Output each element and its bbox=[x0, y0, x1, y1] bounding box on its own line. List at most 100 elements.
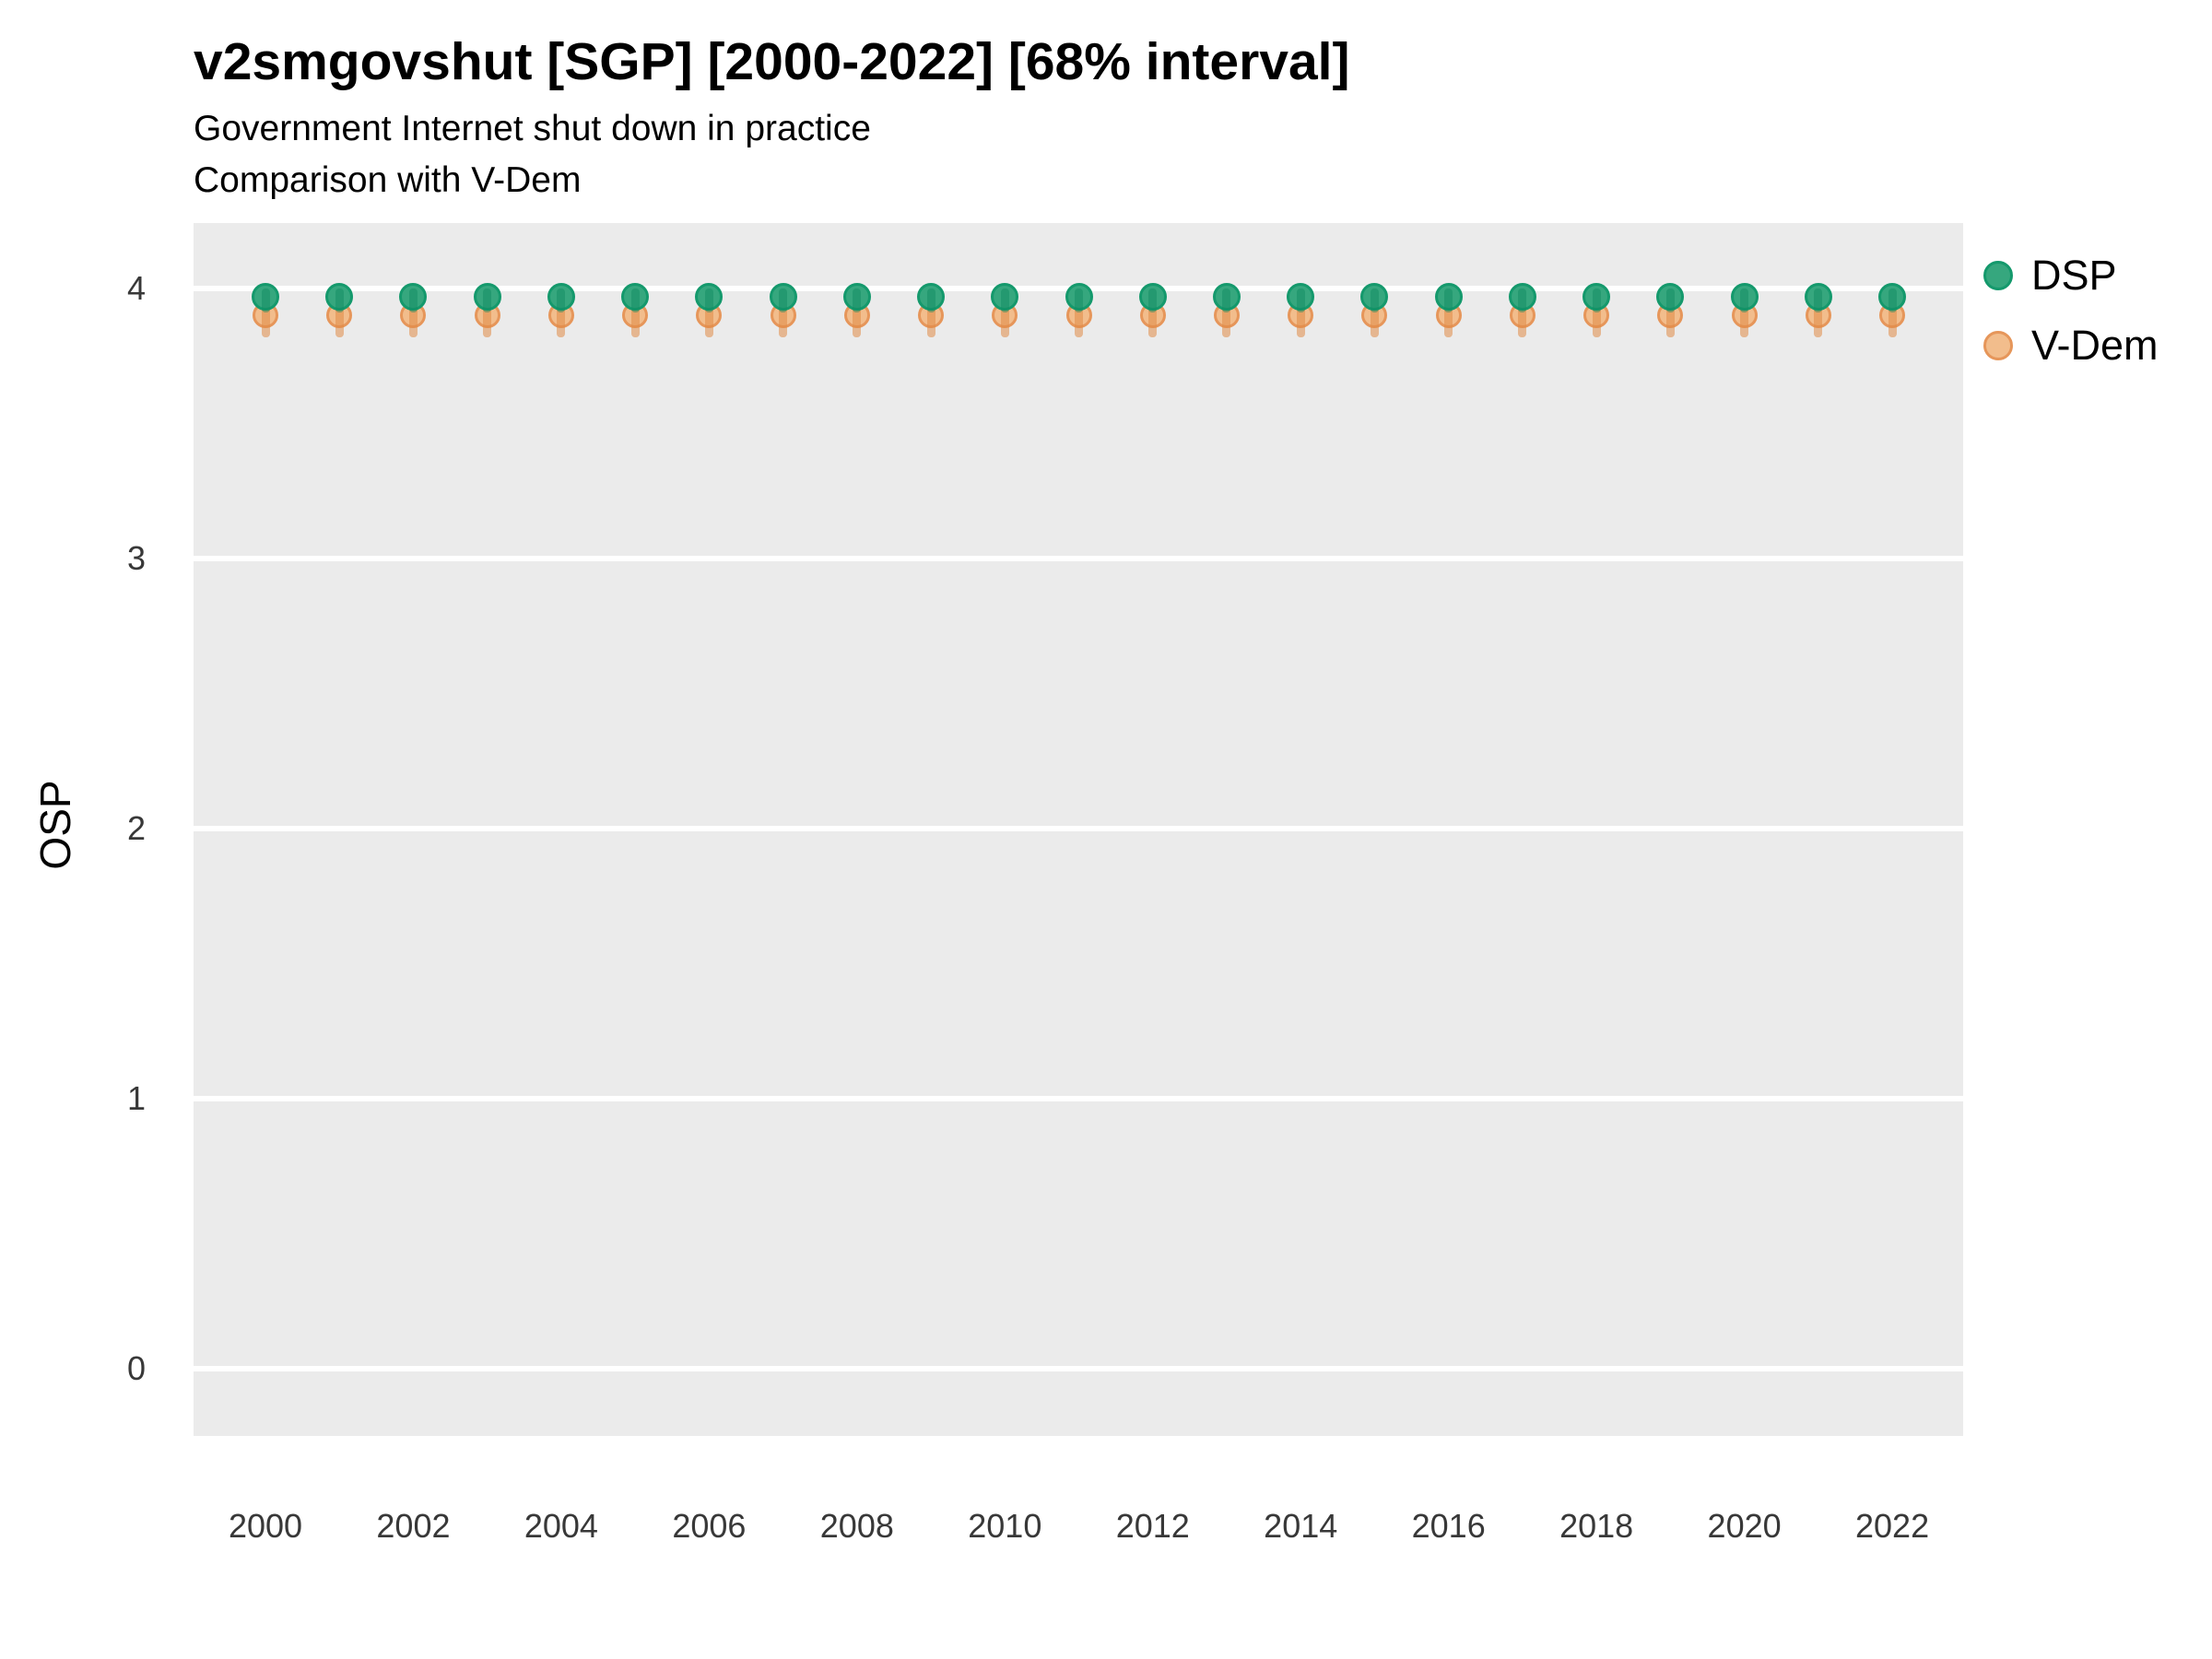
x-tick-label: 2004 bbox=[524, 1507, 598, 1545]
x-tick-label: 2002 bbox=[376, 1507, 451, 1545]
dsp-point bbox=[991, 282, 1019, 311]
x-tick-label: 2016 bbox=[1411, 1507, 1486, 1545]
dsp-point bbox=[1065, 282, 1093, 311]
dsp-interval-bar bbox=[1222, 288, 1231, 313]
y-tick-label: 1 bbox=[126, 1079, 146, 1117]
vdem-interval-bar bbox=[1000, 296, 1009, 337]
gridline-y-2 bbox=[194, 826, 1963, 831]
vdem-interval-bar bbox=[1665, 296, 1675, 337]
x-tick-label: 2022 bbox=[1855, 1507, 1930, 1545]
dsp-point bbox=[1583, 282, 1611, 311]
vdem-interval-bar bbox=[1592, 296, 1601, 337]
dsp-interval-bar bbox=[1518, 288, 1527, 313]
legend-label: V-Dem bbox=[2031, 322, 2159, 369]
dsp-point bbox=[1656, 282, 1685, 311]
dsp-interval-bar bbox=[1000, 288, 1009, 313]
dsp-interval-bar bbox=[1296, 288, 1305, 313]
dsp-point bbox=[1138, 282, 1167, 311]
vdem-interval-bar bbox=[261, 296, 270, 337]
vdem-interval-bar bbox=[1444, 296, 1453, 337]
vdem-interval-bar bbox=[483, 296, 492, 337]
dsp-point bbox=[547, 282, 575, 311]
dsp-point bbox=[1212, 282, 1241, 311]
dsp-point bbox=[917, 282, 946, 311]
x-tick-label: 2010 bbox=[968, 1507, 1042, 1545]
dsp-point bbox=[1434, 282, 1463, 311]
dsp-interval-bar bbox=[261, 288, 270, 313]
gridline-y-0 bbox=[194, 1366, 1963, 1371]
vdem-interval-bar bbox=[630, 296, 640, 337]
vdem-interval-bar bbox=[779, 296, 788, 337]
dsp-interval-bar bbox=[1740, 288, 1749, 313]
vdem-interval-bar bbox=[1740, 296, 1749, 337]
gridline-y-3 bbox=[194, 556, 1963, 561]
vdem-interval-bar bbox=[926, 296, 935, 337]
dsp-point bbox=[842, 282, 871, 311]
vdem-interval-bar bbox=[1888, 296, 1897, 337]
vdem-interval-bar bbox=[1814, 296, 1823, 337]
legend-label: DSP bbox=[2031, 252, 2117, 299]
dsp-interval-bar bbox=[1444, 288, 1453, 313]
dsp-point bbox=[1804, 282, 1832, 311]
dsp-interval-bar bbox=[335, 288, 344, 313]
vdem-interval-bar bbox=[1518, 296, 1527, 337]
dsp-interval-bar bbox=[704, 288, 713, 313]
gridline-y-1 bbox=[194, 1096, 1963, 1101]
vdem-interval-bar bbox=[408, 296, 418, 337]
dsp-interval-bar bbox=[408, 288, 418, 313]
vdem-interval-bar bbox=[853, 296, 862, 337]
x-tick-label: 2006 bbox=[672, 1507, 747, 1545]
dsp-point bbox=[252, 282, 279, 311]
chart-subtitle: Government Internet shut down in practic… bbox=[194, 109, 871, 148]
chart-title: v2smgovshut [SGP] [2000-2022] [68% inter… bbox=[194, 32, 1350, 91]
chart-subtitle-comparison: Comparison with V-Dem bbox=[194, 160, 582, 200]
x-tick-label: 2008 bbox=[819, 1507, 894, 1545]
x-tick-label: 2020 bbox=[1707, 1507, 1782, 1545]
x-tick-label: 2012 bbox=[1115, 1507, 1190, 1545]
dsp-point bbox=[1287, 282, 1315, 311]
dsp-point bbox=[473, 282, 501, 311]
dsp-point bbox=[1360, 282, 1389, 311]
dsp-point bbox=[399, 282, 428, 311]
y-tick-label: 4 bbox=[126, 269, 146, 307]
dsp-interval-bar bbox=[483, 288, 492, 313]
plot-panel bbox=[194, 223, 1963, 1436]
dsp-point bbox=[695, 282, 724, 311]
legend: DSP V-Dem bbox=[1983, 247, 2159, 374]
vdem-interval-bar bbox=[704, 296, 713, 337]
vdem-interval-bar bbox=[1222, 296, 1231, 337]
dsp-point bbox=[769, 282, 797, 311]
vdem-interval-bar bbox=[557, 296, 566, 337]
dsp-interval-bar bbox=[630, 288, 640, 313]
dsp-interval-bar bbox=[779, 288, 788, 313]
dsp-interval-bar bbox=[1888, 288, 1897, 313]
vdem-interval-bar bbox=[1075, 296, 1084, 337]
vdem-interval-bar bbox=[1296, 296, 1305, 337]
dsp-interval-bar bbox=[1814, 288, 1823, 313]
vdem-interval-bar bbox=[1148, 296, 1158, 337]
y-tick-label: 0 bbox=[126, 1349, 146, 1387]
dsp-point bbox=[1730, 282, 1759, 311]
legend-key-circle bbox=[1983, 331, 2013, 360]
dsp-point bbox=[1508, 282, 1536, 311]
dsp-interval-bar bbox=[1075, 288, 1084, 313]
x-tick-label: 2018 bbox=[1559, 1507, 1634, 1545]
dsp-interval-bar bbox=[853, 288, 862, 313]
y-tick-label: 2 bbox=[126, 809, 146, 847]
vdem-interval-bar bbox=[1370, 296, 1379, 337]
dsp-point bbox=[621, 282, 650, 311]
legend-key-circle bbox=[1983, 261, 2013, 290]
y-tick-label: 3 bbox=[126, 539, 146, 577]
x-tick-label: 2014 bbox=[1264, 1507, 1338, 1545]
dsp-interval-bar bbox=[926, 288, 935, 313]
dsp-interval-bar bbox=[1370, 288, 1379, 313]
dsp-point bbox=[325, 282, 354, 311]
dsp-interval-bar bbox=[1148, 288, 1158, 313]
dsp-interval-bar bbox=[1592, 288, 1601, 313]
x-tick-label: 2000 bbox=[228, 1507, 303, 1545]
vdem-interval-bar bbox=[335, 296, 344, 337]
dsp-interval-bar bbox=[557, 288, 566, 313]
legend-item-dsp: DSP bbox=[1983, 247, 2159, 304]
dsp-point bbox=[1878, 282, 1907, 311]
legend-item-v-dem: V-Dem bbox=[1983, 317, 2159, 374]
